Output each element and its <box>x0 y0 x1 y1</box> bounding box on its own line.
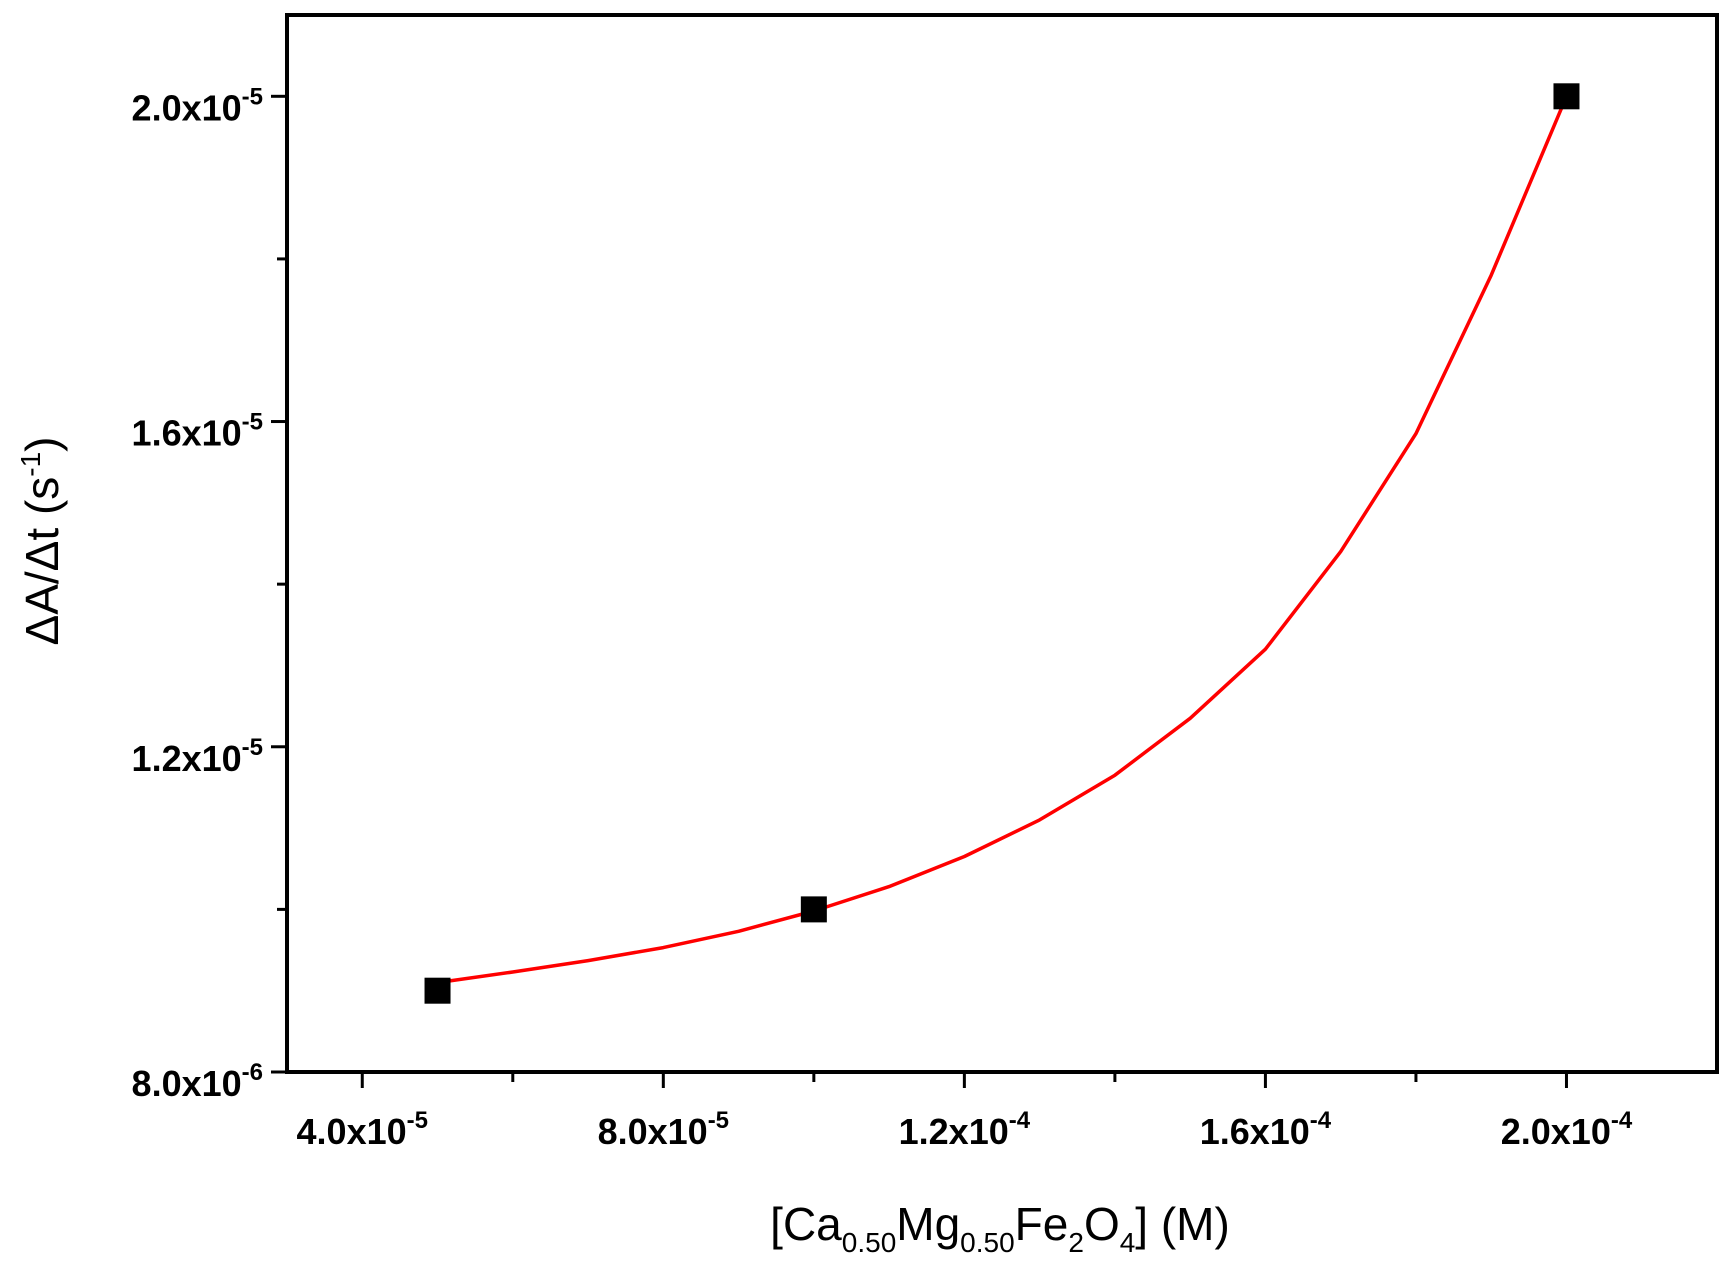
y-axis-title: ΔA/Δt (s-1) <box>15 436 68 645</box>
data-points-layer <box>424 83 1580 1004</box>
y-tick-label: 2.0x10-5 <box>132 83 263 128</box>
data-point <box>800 896 827 923</box>
fit-curve <box>437 95 1569 985</box>
y-axis-tick-labels: 8.0x10-6 1.2x10-5 1.6x10-5 2.0x10-5 <box>132 83 263 1104</box>
y-axis-ticks <box>271 94 287 1074</box>
x-tick-label: 2.0x10-4 <box>1501 1107 1633 1152</box>
x-axis-tick-labels: 4.0x10-5 8.0x10-5 1.2x10-4 1.6x10-4 2.0x10-4 <box>297 1107 1633 1152</box>
plot-frame <box>285 13 1719 1074</box>
x-tick-label: 4.0x10-5 <box>297 1107 428 1152</box>
x-axis-title: [Ca0.50Mg0.50Fe2O4] (M) <box>770 1198 1230 1258</box>
x-tick-label: 8.0x10-5 <box>598 1107 729 1152</box>
fit-curve-layer <box>437 95 1569 985</box>
x-axis-ticks <box>360 1072 1568 1088</box>
x-tick-label: 1.6x10-4 <box>1200 1107 1332 1152</box>
y-tick-label: 1.2x10-5 <box>132 734 263 779</box>
y-tick-label: 1.6x10-5 <box>132 409 263 454</box>
x-tick-label: 1.2x10-4 <box>899 1107 1031 1152</box>
data-point <box>424 977 451 1004</box>
y-tick-label: 8.0x10-6 <box>132 1059 263 1104</box>
data-point <box>1553 83 1580 110</box>
